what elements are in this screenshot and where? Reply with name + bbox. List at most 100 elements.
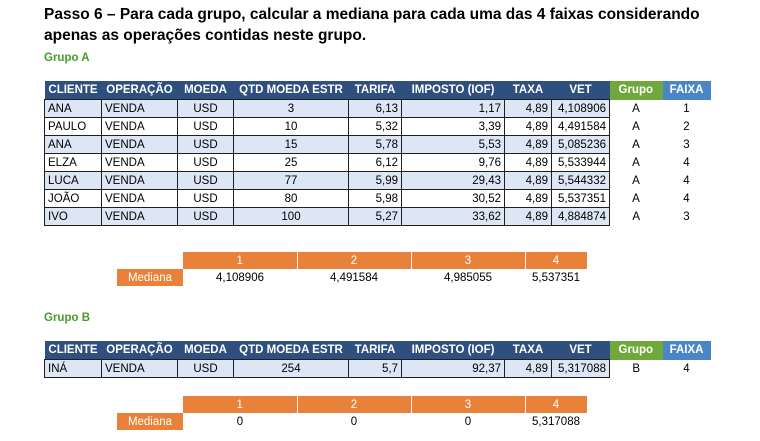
median-faixa-1: 1 <box>183 396 298 413</box>
cell-vet: 5,533944 <box>551 153 610 172</box>
header-moeda: MOEDA <box>177 341 234 360</box>
group-b-table: CLIENTE OPERAÇÃO MOEDA QTD MOEDA ESTR TA… <box>44 341 711 378</box>
cell-moeda: USD <box>177 207 234 226</box>
median-faixa-2: 2 <box>297 252 412 269</box>
cell-imposto-iof: 29,43 <box>401 171 505 190</box>
header-grupo: Grupo <box>609 81 663 100</box>
cell-taxa: 4,89 <box>504 117 552 136</box>
median-value-4: 5,317088 <box>532 415 580 428</box>
median-faixa-3: 3 <box>411 396 526 413</box>
header-taxa: TAXA <box>504 341 552 360</box>
cell-tarifa: 5,27 <box>348 207 402 226</box>
cell-grupo: B <box>632 362 641 375</box>
cell-qtd-moeda-estr: 80 <box>233 189 349 208</box>
table-row: LUCA VENDA USD 77 5,99 29,43 4,89 5,544332 A 4 <box>44 171 711 190</box>
header-grupo: Grupo <box>609 341 663 360</box>
cell-qtd-moeda-estr: 3 <box>233 99 349 118</box>
cell-imposto-iof: 1,17 <box>401 99 505 118</box>
cell-grupo: A <box>632 192 640 205</box>
cell-grupo: A <box>632 102 640 115</box>
cell-imposto-iof: 30,52 <box>401 189 505 208</box>
median-header-row: 1 2 3 4 <box>117 252 588 269</box>
cell-tarifa: 6,12 <box>348 153 402 172</box>
cell-moeda: USD <box>177 99 234 118</box>
header-imposto-iof: IMPOSTO (IOF) <box>401 341 505 360</box>
cell-imposto-iof: 3,39 <box>401 117 505 136</box>
cell-faixa: 2 <box>683 120 690 133</box>
median-label: Mediana <box>117 269 183 286</box>
cell-operacao: VENDA <box>101 207 178 226</box>
cell-grupo: A <box>632 210 641 223</box>
table-header-row: CLIENTE OPERAÇÃO MOEDA QTD MOEDA ESTR TA… <box>44 81 711 100</box>
cell-qtd-moeda-estr: 10 <box>233 117 349 136</box>
cell-grupo: A <box>632 138 640 151</box>
cell-qtd-moeda-estr: 15 <box>233 135 349 154</box>
cell-moeda: USD <box>177 135 234 154</box>
cell-taxa: 4,89 <box>504 189 552 208</box>
header-qtd-moeda-estr: QTD MOEDA ESTR <box>233 81 349 100</box>
header-vet: VET <box>551 81 610 100</box>
table-row: IVO VENDA USD 100 5,27 33,62 4,89 4,884874 A 3 <box>44 207 711 226</box>
median-value-2: 4,491584 <box>330 271 378 284</box>
cell-imposto-iof: 9,76 <box>401 153 505 172</box>
cell-faixa: 4 <box>683 362 690 375</box>
median-value-1: 0 <box>236 415 244 428</box>
cell-faixa: 3 <box>683 138 690 151</box>
cell-vet: 4,491584 <box>551 117 610 136</box>
median-faixa-4: 4 <box>525 396 588 413</box>
header-imposto-iof: IMPOSTO (IOF) <box>401 81 505 100</box>
cell-cliente: IVO <box>44 207 102 226</box>
table-row: PAULO VENDA USD 10 5,32 3,39 4,89 4,491584 A 2 <box>44 117 711 136</box>
cell-faixa: 4 <box>683 174 690 187</box>
cell-operacao: VENDA <box>101 99 178 118</box>
cell-cliente: ELZA <box>44 153 102 172</box>
group-a-table: CLIENTE OPERAÇÃO MOEDA QTD MOEDA ESTR TA… <box>44 81 711 226</box>
group-a-median-table: 1 2 3 4 Mediana 4,108906 4,491584 4,9850… <box>117 252 588 286</box>
cell-cliente: LUCA <box>44 171 102 190</box>
median-faixa-4: 4 <box>525 252 588 269</box>
cell-tarifa: 6,13 <box>348 99 402 118</box>
table-row: ANA VENDA USD 3 6,13 1,17 4,89 4,108906 A 1 <box>44 99 711 118</box>
header-moeda: MOEDA <box>177 81 234 100</box>
median-value-3: 4,985055 <box>444 271 492 284</box>
cell-cliente: ANA <box>44 135 102 154</box>
cell-operacao: VENDA <box>101 117 178 136</box>
group-a-label: Grupo A <box>44 52 90 64</box>
cell-operacao: VENDA <box>101 153 178 172</box>
median-header-row: 1 2 3 4 <box>117 396 588 413</box>
cell-cliente: JOÃO <box>44 189 102 208</box>
cell-grupo: A <box>632 120 640 133</box>
header-cliente: CLIENTE <box>44 341 102 360</box>
header-vet: VET <box>551 341 610 360</box>
cell-grupo: A <box>632 174 640 187</box>
cell-taxa: 4,89 <box>504 99 552 118</box>
header-qtd-moeda-estr: QTD MOEDA ESTR <box>233 341 349 360</box>
group-b-label: Grupo B <box>44 312 90 324</box>
cell-faixa: 4 <box>683 156 690 169</box>
cell-operacao: VENDA <box>101 359 178 378</box>
cell-faixa: 4 <box>683 192 690 205</box>
cell-vet: 4,108906 <box>551 99 610 118</box>
cell-moeda: USD <box>177 189 234 208</box>
cell-cliente: PAULO <box>44 117 102 136</box>
median-faixa-2: 2 <box>297 396 412 413</box>
cell-taxa: 4,89 <box>504 171 552 190</box>
median-faixa-1: 1 <box>183 252 298 269</box>
cell-operacao: VENDA <box>101 189 178 208</box>
header-taxa: TAXA <box>504 81 552 100</box>
cell-faixa: 3 <box>683 210 690 223</box>
cell-taxa: 4,89 <box>504 207 552 226</box>
cell-tarifa: 5,78 <box>348 135 402 154</box>
median-value-row: Mediana 4,108906 4,491584 4,985055 5,537… <box>117 269 587 286</box>
header-tarifa: TARIFA <box>348 341 402 360</box>
table-row: ANA VENDA USD 15 5,78 5,53 4,89 5,085236 A 3 <box>44 135 711 154</box>
cell-qtd-moeda-estr: 100 <box>233 207 349 226</box>
cell-moeda: USD <box>177 153 234 172</box>
median-value-3: 0 <box>464 415 472 428</box>
median-faixa-3: 3 <box>411 252 526 269</box>
cell-imposto-iof: 92,37 <box>401 359 505 378</box>
cell-cliente: ANA <box>44 99 102 118</box>
group-b-median-table: 1 2 3 4 Mediana 0 0 0 5,317088 <box>117 396 588 430</box>
cell-qtd-moeda-estr: 254 <box>233 359 349 378</box>
header-faixa: FAIXA <box>662 341 711 360</box>
